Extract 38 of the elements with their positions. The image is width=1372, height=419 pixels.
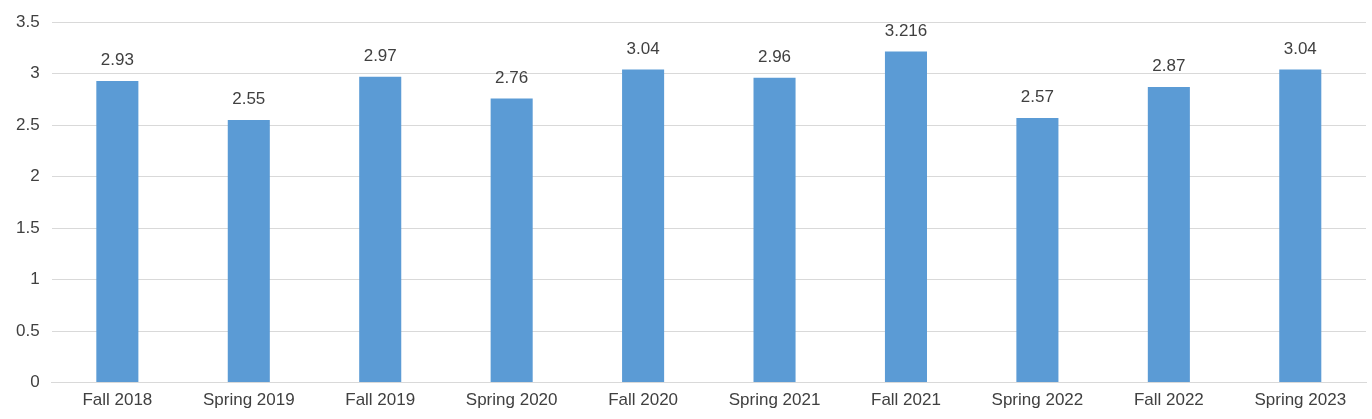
x-tick-label: Spring 2020 bbox=[465, 390, 558, 410]
y-tick-label: 1.5 bbox=[15, 217, 40, 237]
y-tick-label: 0 bbox=[30, 372, 40, 392]
x-tick-label: Fall 2019 bbox=[345, 390, 416, 410]
bar bbox=[1016, 117, 1059, 383]
bar bbox=[1147, 87, 1190, 383]
data-label: 3.04 bbox=[626, 38, 660, 58]
y-tick-label: 2.5 bbox=[15, 114, 40, 134]
data-label: 2.55 bbox=[232, 89, 266, 109]
bar bbox=[884, 51, 927, 383]
x-tick-label: Fall 2020 bbox=[608, 390, 679, 410]
data-label: 2.96 bbox=[757, 46, 792, 66]
y-tick-label: 1 bbox=[30, 269, 40, 289]
data-label: 3.04 bbox=[1283, 38, 1317, 58]
y-tick-label: 3 bbox=[30, 63, 40, 83]
data-label: 2.93 bbox=[100, 50, 134, 70]
x-tick-label: Spring 2023 bbox=[1254, 390, 1347, 410]
y-tick-label: 3.5 bbox=[15, 11, 40, 31]
y-tick-label: 2 bbox=[30, 166, 40, 186]
x-tick-label: Fall 2022 bbox=[1133, 390, 1204, 410]
data-label: 3.216 bbox=[884, 20, 928, 40]
x-tick-label: Spring 2019 bbox=[202, 390, 295, 410]
bar bbox=[96, 80, 139, 383]
bar bbox=[227, 120, 270, 383]
bar bbox=[1279, 69, 1322, 383]
bar bbox=[490, 98, 533, 383]
x-tick-label: Spring 2022 bbox=[991, 390, 1084, 410]
data-label: 2.57 bbox=[1020, 87, 1054, 107]
data-label: 2.76 bbox=[495, 67, 529, 87]
data-label: 2.87 bbox=[1152, 56, 1186, 76]
bar bbox=[359, 76, 402, 383]
x-tick-label: Fall 2021 bbox=[871, 390, 941, 410]
x-tick-label: Fall 2018 bbox=[82, 390, 153, 410]
y-tick-label: 0.5 bbox=[15, 320, 40, 340]
bar bbox=[753, 77, 796, 383]
data-label: 2.97 bbox=[363, 45, 397, 65]
x-tick-label: Spring 2021 bbox=[728, 390, 821, 410]
bar bbox=[622, 69, 665, 383]
